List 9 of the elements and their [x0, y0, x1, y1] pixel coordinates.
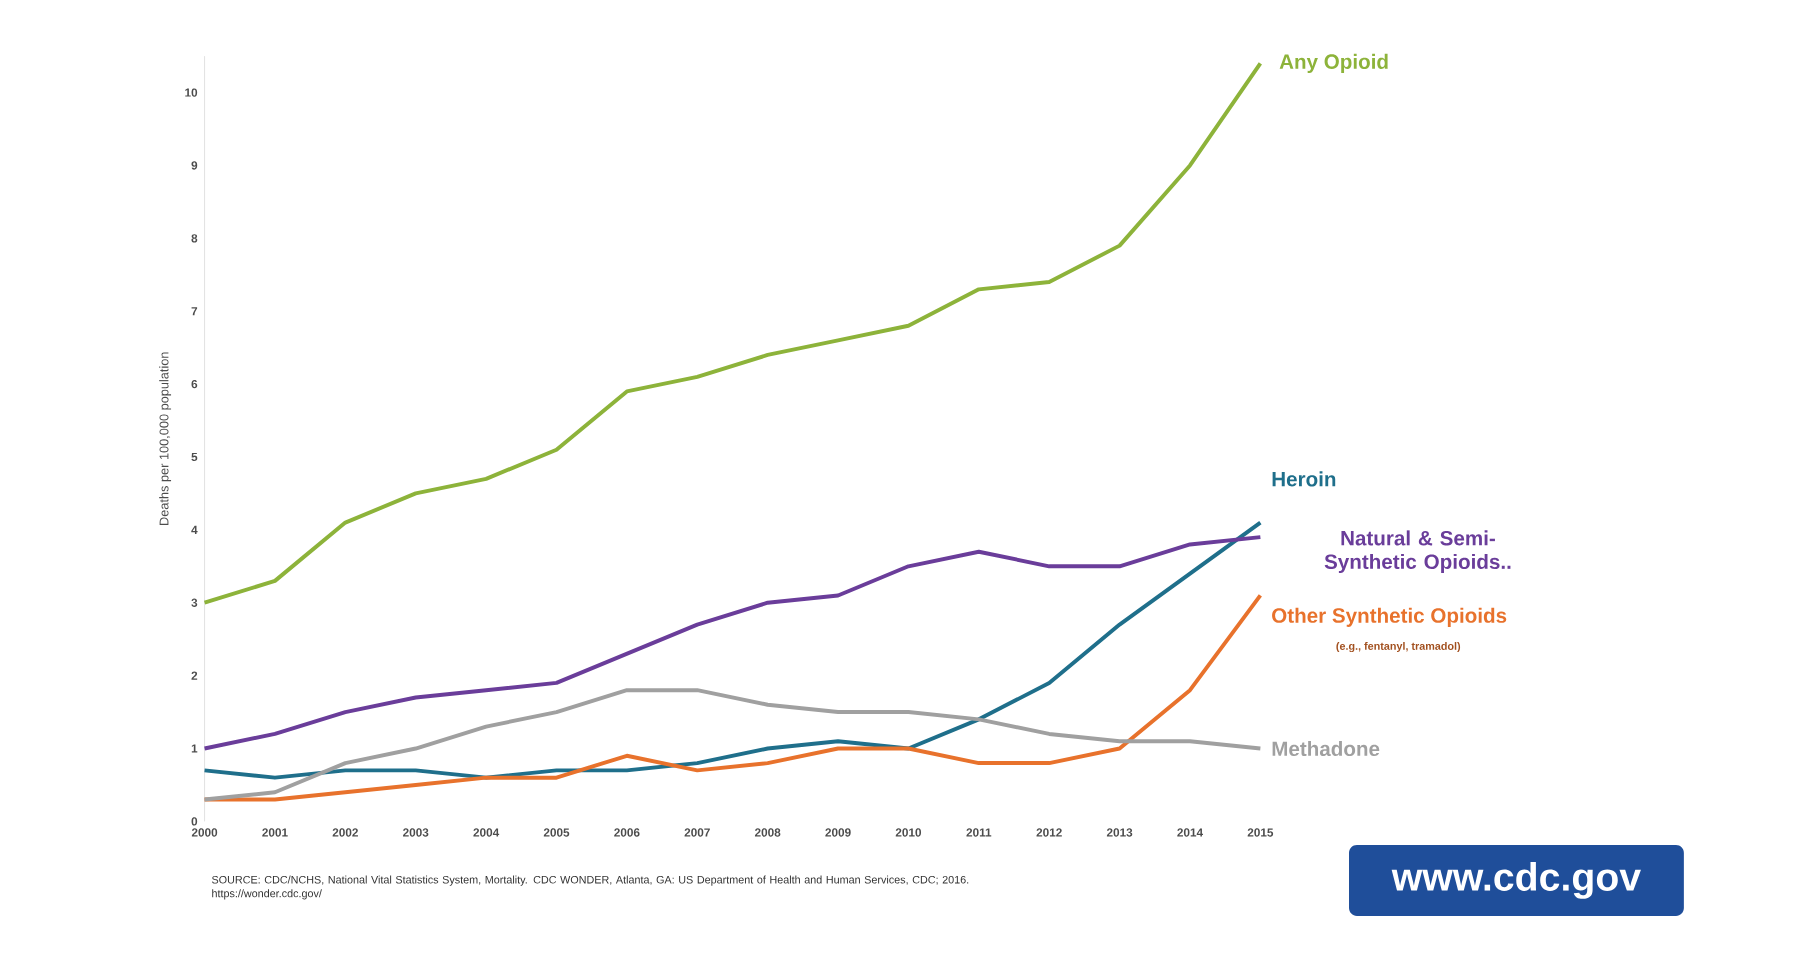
line-series — [202, 521, 1263, 781]
series-label: Other Synthetic Opioids — [1272, 608, 1507, 628]
series-label: Methadone — [1272, 741, 1380, 757]
line-series — [202, 61, 1263, 606]
series-label: Any Opioid — [1279, 54, 1388, 74]
text: www.cdc.gov — [1391, 862, 1641, 900]
series-label: Heroin — [1272, 471, 1336, 487]
text: Natural & Semi-Synthetic Opioids.. — [1324, 530, 1511, 574]
line-series — [202, 688, 1263, 802]
